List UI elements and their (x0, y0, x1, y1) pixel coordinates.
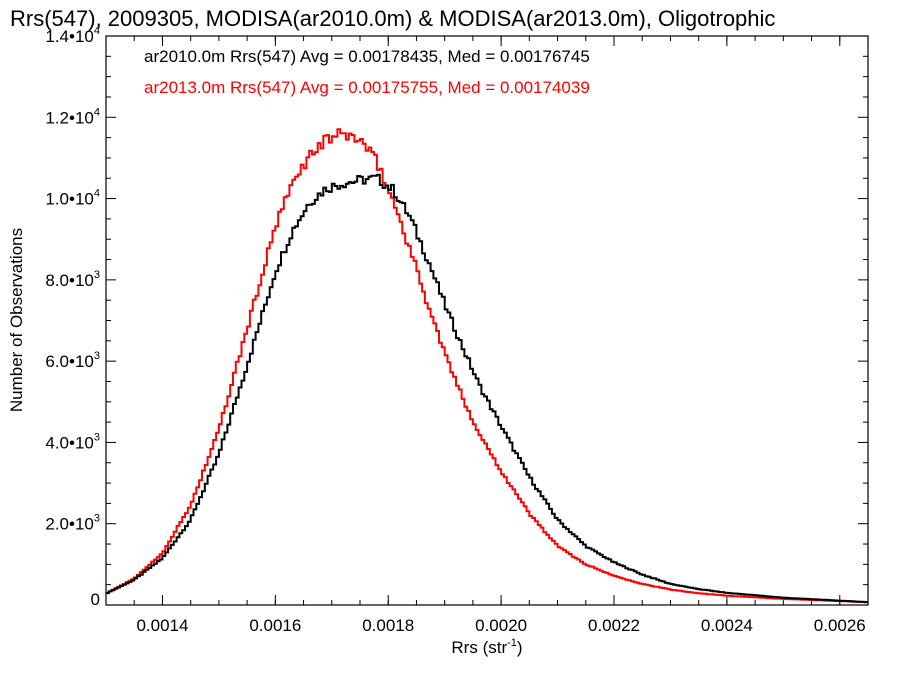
chart-title: Rrs(547), 2009305, MODISA(ar2010.0m) & M… (10, 6, 775, 31)
x-tick-label: 0.0024 (701, 616, 753, 635)
x-tick-label: 0.0020 (475, 616, 527, 635)
y-tick-label: 1.2•104 (45, 106, 100, 127)
legend-entry-ar2013: ar2013.0m Rrs(547) Avg = 0.00175755, Med… (144, 78, 590, 97)
x-axis-label-close: ) (517, 638, 523, 657)
y-tick-label: 0 (91, 590, 100, 609)
legend-entry-ar2010: ar2010.0m Rrs(547) Avg = 0.00178435, Med… (144, 47, 590, 66)
x-axis-label: Rrs (str-1) (451, 637, 522, 657)
series-line-ar2013.0m (106, 128, 868, 604)
x-tick-label: 0.0018 (362, 616, 414, 635)
x-tick-label: 0.0014 (136, 616, 188, 635)
y-tick-label: 4.0•103 (45, 431, 100, 452)
series-line-ar2010.0m (106, 173, 868, 604)
y-tick-label: 1.4•104 (45, 25, 100, 46)
y-tick-label: 2.0•103 (45, 513, 100, 534)
plot-frame (105, 35, 869, 606)
x-axis-ticks: 0.0014 0.0016 0.0018 0.0020 0.0022 0.0024 0.00… (133, 36, 866, 635)
y-tick-label: 1.0•104 (45, 188, 100, 209)
y-tick-label: 6.0•103 (45, 350, 100, 371)
y-axis-label: Number of Observations (7, 228, 26, 412)
x-axis-label-exponent: -1 (507, 637, 517, 649)
y-tick-label: 8.0•103 (45, 269, 100, 290)
x-axis-label-text: Rrs (str (451, 638, 507, 657)
x-tick-label: 0.0016 (249, 616, 301, 635)
x-tick-label: 0.0022 (588, 616, 640, 635)
y-axis-ticks: 0 2.0•103 4.0•103 6.0•103 8.0•103 1.0•104 1.2•… (45, 25, 868, 609)
x-tick-label: 0.0026 (814, 616, 866, 635)
series-layer (106, 128, 868, 604)
